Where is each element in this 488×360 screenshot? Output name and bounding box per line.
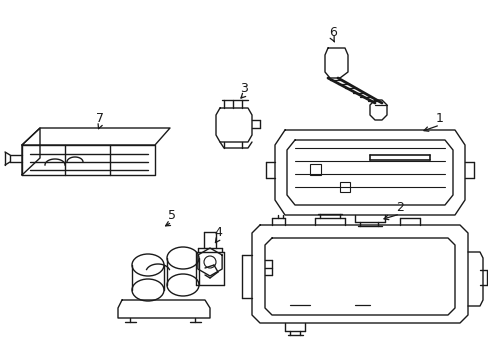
Bar [309,164,320,175]
Text: 6: 6 [328,26,336,39]
Text: 3: 3 [240,81,247,95]
Bar [339,182,349,192]
Text: 4: 4 [214,225,222,239]
Text: 2: 2 [395,201,403,213]
Text: 5: 5 [168,208,176,221]
Text: 1: 1 [435,112,443,125]
Text: 7: 7 [96,112,104,125]
